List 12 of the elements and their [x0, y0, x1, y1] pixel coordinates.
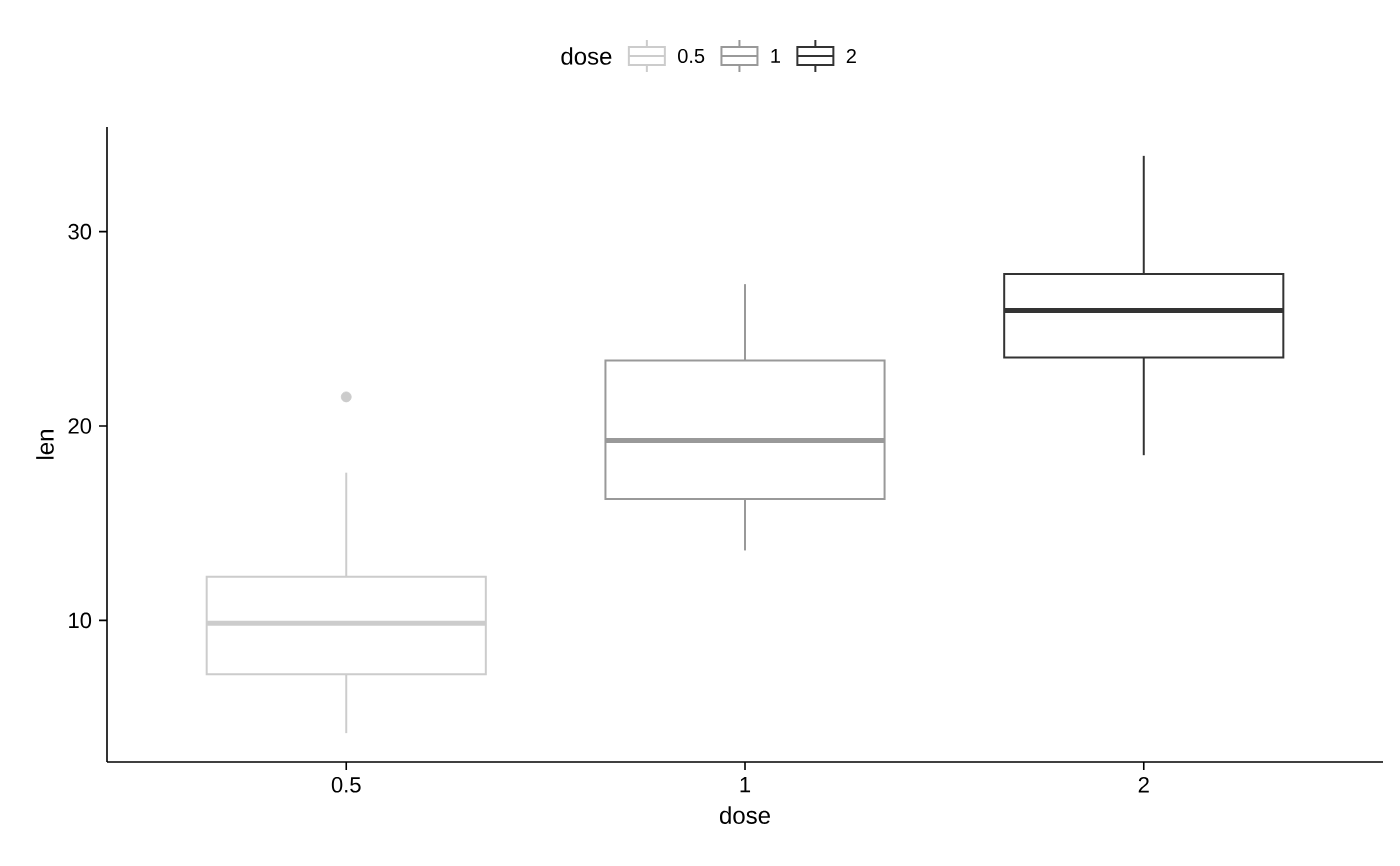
legend-label: 1: [771, 49, 780, 63]
x-axis-title: dose: [719, 806, 770, 824]
y-axis-title: len: [36, 430, 54, 459]
legend-label: 0.5: [678, 48, 705, 64]
legend-label: 2: [846, 49, 856, 63]
x-tick-label: 0.5: [331, 777, 361, 793]
legend-title: dose: [561, 47, 612, 65]
x-tick-label: 1: [740, 777, 751, 793]
y-tick-label: 10: [69, 612, 92, 629]
x-tick-label: 2: [1138, 777, 1149, 793]
y-tick-label: 30: [68, 223, 92, 240]
y-tick-label: 20: [68, 418, 92, 434]
